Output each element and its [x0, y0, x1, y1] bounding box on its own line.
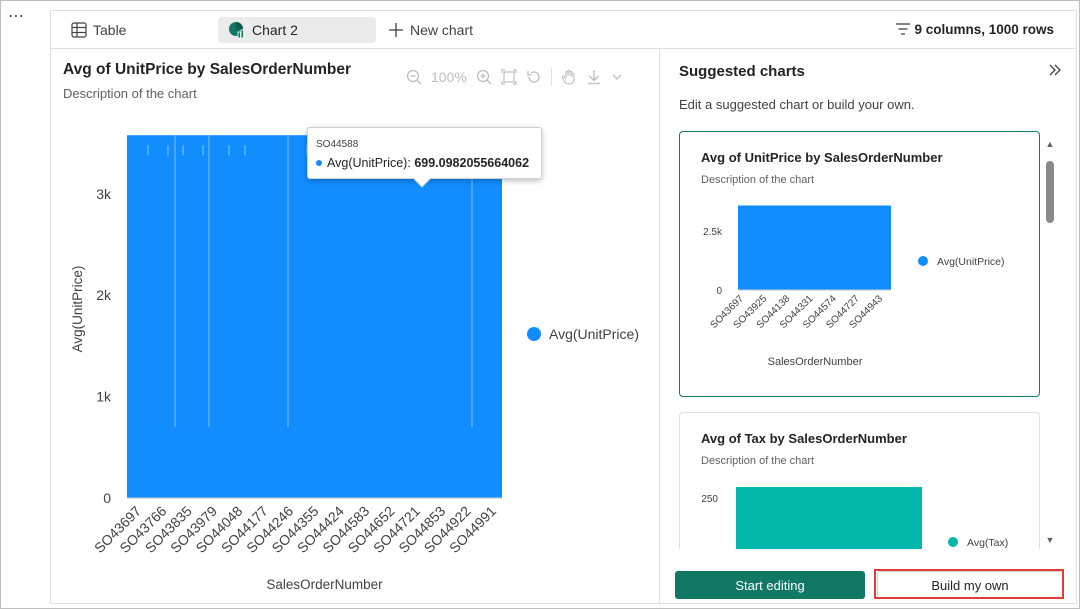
suggested-charts-subtitle: Edit a suggested chart or build your own…	[679, 97, 915, 112]
scroll-down-icon[interactable]: ▼	[1045, 535, 1055, 545]
y-tick-label: 1k	[96, 389, 112, 405]
bar	[738, 205, 891, 290]
download-icon[interactable]	[586, 69, 602, 85]
y-tick-label: 2.5k	[703, 227, 723, 238]
tab-new-chart-label: New chart	[410, 22, 474, 38]
series-dot-icon	[316, 160, 322, 166]
y-axis-title: Avg(UnitPrice)	[70, 266, 85, 353]
tab-table[interactable]: Table	[61, 17, 136, 43]
chevron-down-icon[interactable]	[611, 71, 623, 83]
suggestion-scrollbar[interactable]: ▲ ▼	[1043, 131, 1057, 549]
tab-chart-2[interactable]: Chart 2	[218, 17, 376, 43]
main-bar-chart[interactable]: 01k2k3kSO43697SO43766SO43835SO43979SO440…	[51, 49, 660, 605]
suggested-charts-title: Suggested charts	[679, 63, 805, 80]
legend-label: Avg(UnitPrice)	[549, 326, 639, 342]
build-my-own-button[interactable]: Build my own	[877, 571, 1063, 599]
y-tick-label: 3k	[96, 186, 112, 202]
x-axis-title: SalesOrderNumber	[266, 577, 383, 592]
y-tick-label: 0	[103, 490, 111, 506]
chart-title: Avg of UnitPrice by SalesOrderNumber	[63, 61, 351, 78]
fit-to-frame-icon[interactable]	[501, 69, 517, 85]
suggestion-card-tax[interactable]: Avg of Tax by SalesOrderNumber Descripti…	[679, 412, 1040, 549]
chart-tooltip: SO44588 Avg(UnitPrice): 699.098205566406…	[307, 127, 542, 188]
toolbar: Table Chart 2 New chart 9 columns, 1000 …	[51, 11, 1076, 49]
zoom-level: 100%	[431, 69, 467, 85]
toolbar-divider	[550, 68, 552, 86]
more-options-icon[interactable]: ⋯	[8, 8, 25, 25]
chart-builder-panel: Table Chart 2 New chart 9 columns, 1000 …	[50, 10, 1077, 605]
chart-toolbar: 100%	[406, 67, 632, 87]
reset-icon[interactable]	[526, 69, 542, 85]
legend-marker	[918, 256, 928, 266]
tooltip-row: Avg(UnitPrice): 699.0982055664062	[316, 156, 529, 170]
card-description: Description of the chart	[701, 174, 815, 186]
tooltip-category: SO44588	[316, 139, 359, 150]
bar	[127, 135, 502, 498]
suggested-charts-pane: Suggested charts Edit a suggested chart …	[661, 49, 1076, 605]
x-axis-title: SalesOrderNumber	[768, 356, 863, 368]
tab-table-label: Table	[93, 22, 127, 38]
tab-chart-2-label: Chart 2	[252, 22, 298, 38]
tab-new-chart[interactable]: New chart	[378, 17, 483, 43]
plus-icon	[389, 23, 403, 37]
data-summary: 9 columns, 1000 rows	[914, 22, 1054, 37]
chart-description[interactable]: Description of the chart	[63, 86, 197, 101]
pan-hand-icon[interactable]	[561, 69, 577, 85]
y-tick-label: 2k	[96, 287, 112, 303]
chart-preview-pane: Avg of UnitPrice by SalesOrderNumber Des…	[51, 49, 660, 605]
legend-label: Avg(Tax)	[967, 537, 1008, 549]
tooltip-series: Avg(UnitPrice):	[327, 156, 411, 170]
chart-icon	[229, 22, 244, 39]
zoom-in-icon[interactable]	[476, 69, 492, 85]
filter-lines-icon[interactable]	[895, 22, 911, 36]
collapse-pane-icon[interactable]	[1048, 63, 1062, 77]
card-title: Avg of UnitPrice by SalesOrderNumber	[701, 150, 943, 165]
scroll-thumb[interactable]	[1046, 161, 1054, 223]
tooltip-value: 699.0982055664062	[414, 156, 530, 170]
suggestion-card-unitprice[interactable]: Avg of UnitPrice by SalesOrderNumber Des…	[679, 131, 1040, 397]
y-tick-label: 250	[701, 494, 718, 505]
suggestion-card-list: Avg of UnitPrice by SalesOrderNumber Des…	[679, 131, 1041, 549]
legend-marker	[948, 537, 958, 547]
y-tick-label: 0	[716, 286, 722, 297]
card-description: Description of the chart	[701, 455, 815, 467]
card-title: Avg of Tax by SalesOrderNumber	[701, 431, 907, 446]
scroll-up-icon[interactable]: ▲	[1045, 139, 1055, 149]
bar	[736, 487, 922, 549]
start-editing-button[interactable]: Start editing	[675, 571, 865, 599]
zoom-out-icon[interactable]	[406, 69, 422, 85]
table-icon	[71, 22, 87, 38]
mini-chart-unitprice: 02.5kSO43697SO43925SO44138SO44331SO44574…	[703, 205, 1005, 368]
legend-label: Avg(UnitPrice)	[937, 256, 1005, 268]
legend-marker	[527, 327, 541, 341]
mini-chart-tax: 250 Avg(Tax)	[701, 487, 1008, 549]
